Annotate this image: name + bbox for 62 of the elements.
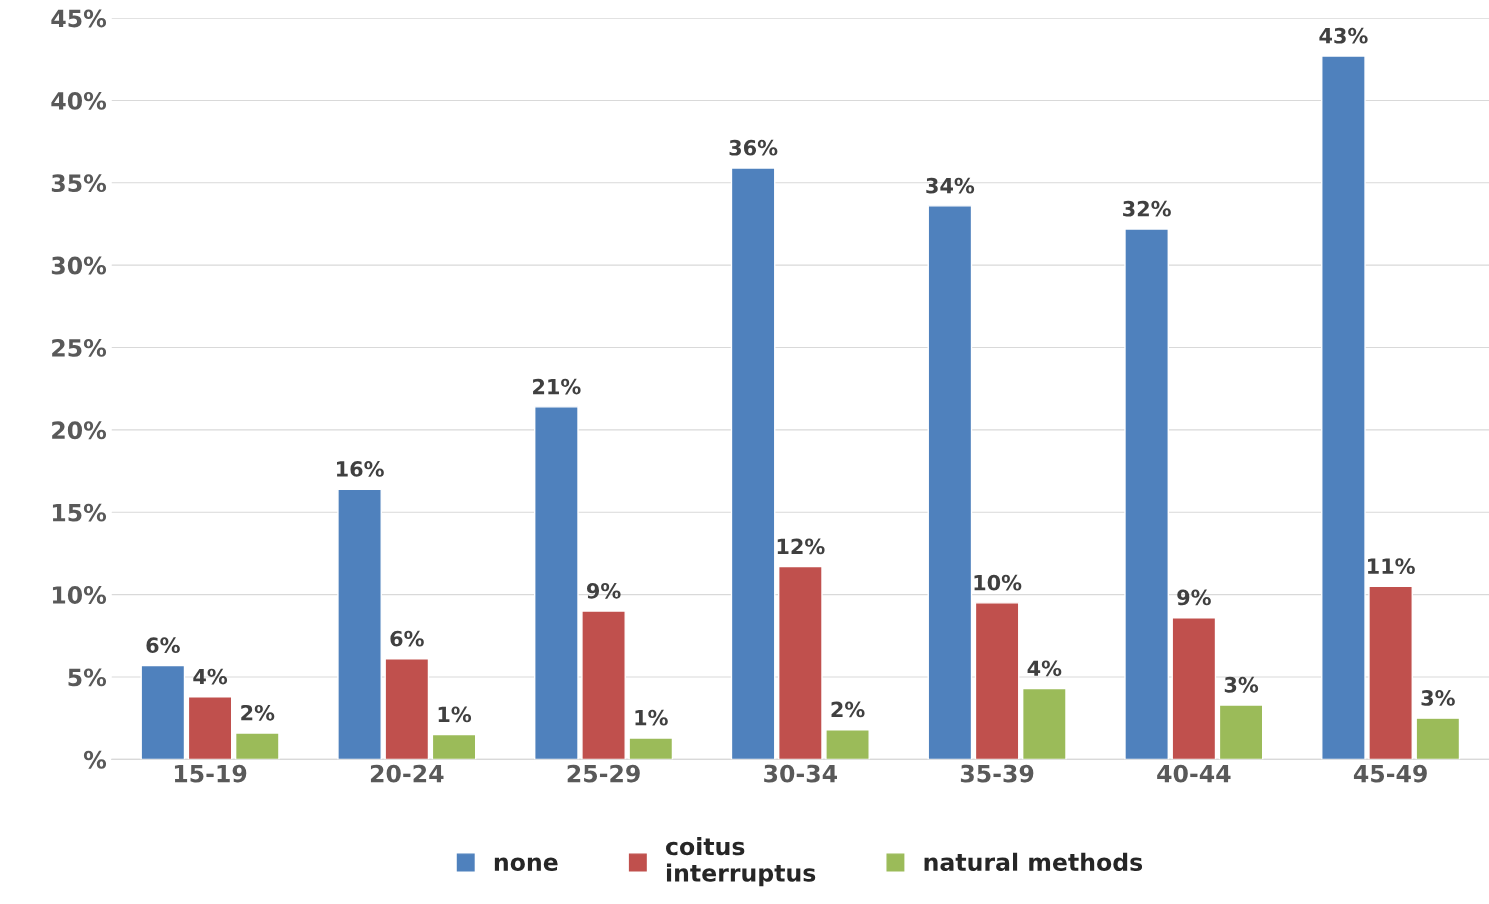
y-tick-label: 30%: [51, 256, 107, 275]
bar: [825, 729, 870, 760]
data-label: 2%: [241, 704, 275, 721]
data-label: 3%: [1224, 676, 1259, 693]
bar: [1415, 717, 1461, 760]
bar: [730, 167, 776, 760]
bar: [628, 737, 674, 760]
y-tick-label: 25%: [52, 338, 107, 357]
data-label: 1%: [438, 706, 472, 723]
x-tick-label: 45-49: [1353, 764, 1427, 783]
bar: [1021, 687, 1067, 760]
data-label: 2%: [831, 701, 865, 718]
y-tick-label: 45%: [51, 9, 107, 28]
bar: [1124, 228, 1169, 760]
data-label: 11%: [1368, 558, 1415, 575]
bar: [581, 610, 626, 760]
bar: [777, 565, 823, 760]
legend-label: coitus interruptus: [666, 837, 816, 887]
data-label: 16%: [337, 461, 384, 477]
bar: [534, 406, 579, 760]
x-tick-label: 35-39: [960, 764, 1034, 783]
bar: [140, 664, 186, 760]
data-label: 4%: [193, 668, 228, 685]
y-tick-label: 15%: [52, 503, 107, 522]
bar: [431, 733, 477, 760]
data-label: 6%: [390, 630, 424, 647]
data-label: 1%: [635, 709, 668, 726]
x-tick-label: 25-29: [567, 764, 640, 783]
bar: [384, 658, 430, 760]
data-label: 43%: [1319, 27, 1368, 44]
data-label: 12%: [777, 538, 825, 555]
bar: [1321, 55, 1366, 760]
bar: [1368, 585, 1413, 760]
bar: [927, 205, 973, 760]
bar: [1171, 616, 1217, 760]
data-label: 32%: [1123, 200, 1171, 217]
bar: [1218, 704, 1264, 760]
legend-label: natural methods: [924, 852, 1143, 872]
bar: [234, 732, 280, 760]
data-label: 10%: [974, 574, 1022, 591]
bar: [974, 602, 1020, 760]
x-tick-label: 15-19: [174, 764, 247, 783]
y-tick-label: 10%: [52, 586, 107, 604]
data-label: 9%: [1177, 589, 1211, 606]
data-label: 4%: [1027, 660, 1062, 677]
x-tick-label: 40-44: [1157, 764, 1231, 783]
y-tick-label: 5%: [68, 668, 107, 687]
x-tick-label: 20-24: [370, 764, 444, 783]
data-label: 6%: [146, 637, 180, 654]
legend-label: none: [494, 857, 558, 872]
y-tick-label: 40%: [51, 91, 107, 110]
bar: [337, 488, 382, 760]
bar: [187, 696, 233, 760]
data-label: 21%: [533, 378, 581, 395]
data-label: 3%: [1421, 690, 1455, 706]
data-label: 9%: [586, 582, 621, 599]
y-tick-label: 20%: [52, 421, 107, 440]
y-tick-label: 35%: [51, 174, 107, 193]
x-tick-label: 30-34: [764, 764, 838, 783]
y-tick-label: %: [83, 750, 107, 769]
data-label: 34%: [926, 177, 975, 194]
data-label: 36%: [729, 139, 778, 156]
